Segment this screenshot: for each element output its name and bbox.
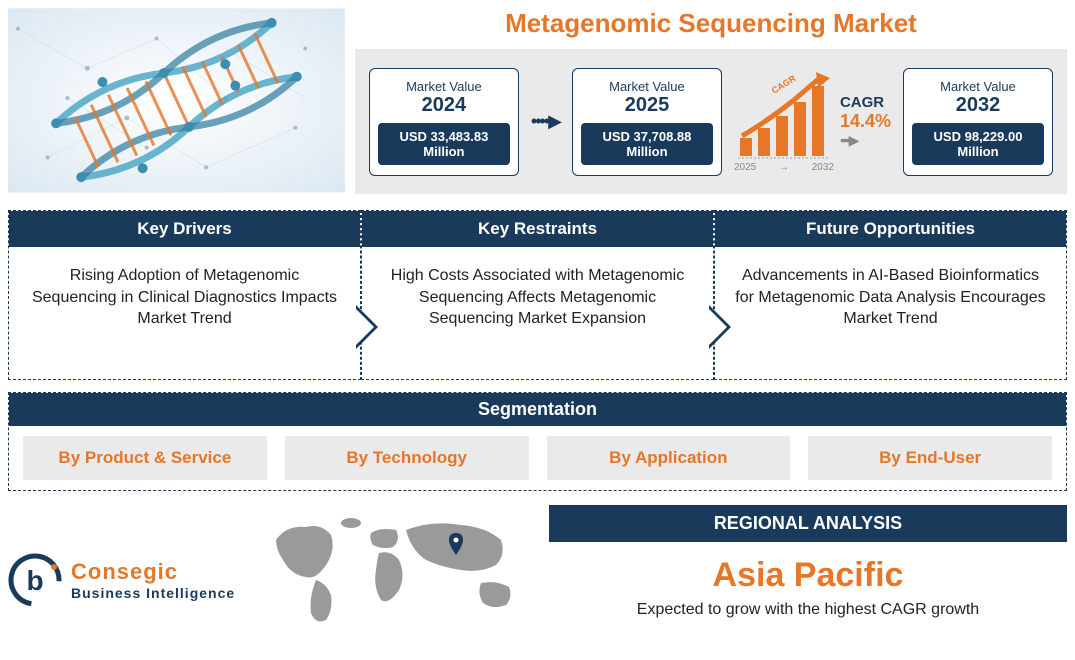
segmentation-items: By Product & Service By Technology By Ap…	[9, 426, 1066, 490]
segmentation-header: Segmentation	[9, 393, 1066, 426]
hero-dna-image	[8, 8, 345, 193]
card-body: Advancements in AI-Based Bioinformatics …	[715, 247, 1066, 348]
cagr-years: 2025 → 2032	[734, 162, 834, 173]
opportunities-card: Future Opportunities Advancements in AI-…	[714, 210, 1067, 380]
stat-year: 2032	[912, 94, 1044, 117]
cagr-year-end: 2032	[812, 162, 834, 173]
header-stats-col: Metagenomic Sequencing Market Market Val…	[355, 8, 1067, 198]
segment-product: By Product & Service	[23, 436, 267, 480]
info-cards-row: Key Drivers Rising Adoption of Metagenom…	[8, 210, 1067, 380]
infographic-container: Metagenomic Sequencing Market Market Val…	[0, 0, 1075, 660]
stat-value: USD 37,708.88 Million	[581, 123, 713, 165]
card-header: Key Drivers	[9, 211, 360, 247]
logo-subtitle: Business Intelligence	[71, 585, 235, 601]
stat-year: 2025	[581, 94, 713, 117]
stat-label: Market Value	[581, 79, 713, 94]
segment-enduser: By End-User	[808, 436, 1052, 480]
logo-title: Consegic	[71, 559, 235, 585]
regional-analysis-panel: REGIONAL ANALYSIS Asia Pacific Expected …	[549, 505, 1067, 655]
restraints-card: Key Restraints High Costs Associated wit…	[361, 210, 714, 380]
top-row: Metagenomic Sequencing Market Market Val…	[8, 8, 1067, 198]
card-header: Future Opportunities	[715, 211, 1066, 247]
segment-technology: By Technology	[285, 436, 529, 480]
card-body: High Costs Associated with Metagenomic S…	[362, 247, 713, 348]
stat-2024: Market Value 2024 USD 33,483.83 Million	[369, 68, 519, 176]
cagr-year-start: 2025	[734, 162, 756, 173]
logo-icon: b	[8, 553, 63, 608]
cagr-chart: CAGR	[734, 70, 834, 160]
arrow-icon: →	[779, 162, 789, 173]
world-map	[261, 505, 531, 655]
card-header: Key Restraints	[362, 211, 713, 247]
stat-2032: Market Value 2032 USD 98,229.00 Million	[903, 68, 1053, 176]
dotted-arrow-icon: ••••▶	[531, 111, 560, 132]
svg-text:b: b	[26, 565, 43, 596]
regional-sub: Expected to grow with the highest CAGR g…	[549, 601, 1067, 619]
logo-text: Consegic Business Intelligence	[71, 559, 235, 601]
stat-label: Market Value	[912, 79, 1044, 94]
drivers-card: Key Drivers Rising Adoption of Metagenom…	[8, 210, 361, 380]
cagr-block: CAGR 2025 → 2032 CAGR 14.4% •	[734, 70, 891, 173]
stats-panel: Market Value 2024 USD 33,483.83 Million …	[355, 49, 1067, 194]
svg-text:CAGR: CAGR	[770, 73, 798, 96]
cagr-text: CAGR 14.4% •••▶	[840, 94, 891, 149]
stat-2025: Market Value 2025 USD 37,708.88 Million	[572, 68, 722, 176]
stat-label: Market Value	[378, 79, 510, 94]
stat-year: 2024	[378, 94, 510, 117]
dotted-arrow-icon: •••▶	[840, 132, 891, 149]
regional-header: REGIONAL ANALYSIS	[549, 505, 1067, 542]
regional-region: Asia Pacific	[549, 556, 1067, 595]
segmentation-panel: Segmentation By Product & Service By Tec…	[8, 392, 1067, 491]
cagr-percent: 14.4%	[840, 111, 891, 132]
stat-value: USD 33,483.83 Million	[378, 123, 510, 165]
logo-block: b Consegic Business Intelligence	[8, 505, 243, 655]
segment-application: By Application	[547, 436, 791, 480]
page-title: Metagenomic Sequencing Market	[355, 8, 1067, 39]
card-body: Rising Adoption of Metagenomic Sequencin…	[9, 247, 360, 348]
cagr-label: CAGR	[840, 94, 891, 111]
stat-value: USD 98,229.00 Million	[912, 123, 1044, 165]
bottom-row: b Consegic Business Intelligence	[8, 505, 1067, 655]
